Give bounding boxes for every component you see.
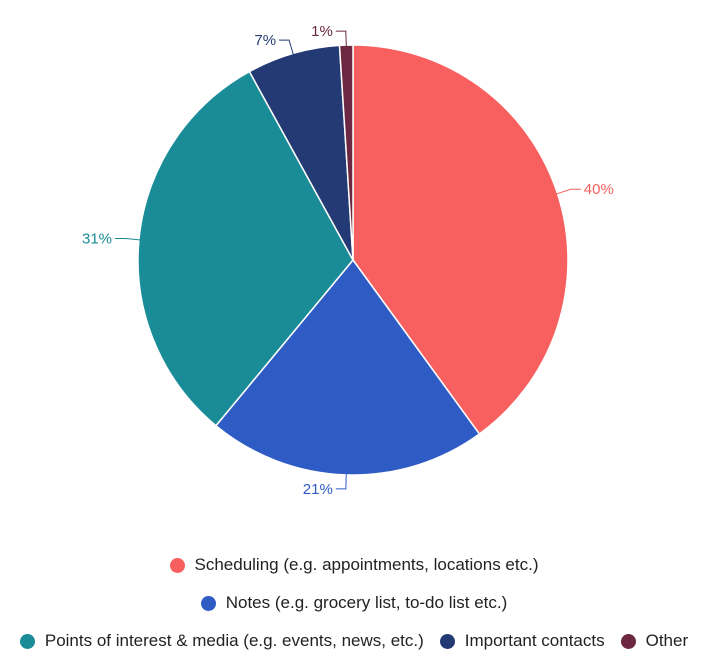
legend-swatch-other: [620, 633, 636, 649]
legend-item-points-of-interest: Points of interest & media (e.g. events,…: [19, 631, 424, 651]
legend-label-notes: Notes (e.g. grocery list, to-do list etc…: [225, 593, 508, 612]
legend-swatch-scheduling: [169, 557, 185, 573]
legend-swatch-notes: [200, 595, 216, 611]
legend-label-important-contacts: Important contacts: [464, 631, 605, 650]
legend-label-points-of-interest: Points of interest & media (e.g. events,…: [44, 631, 424, 650]
legend-item-notes: Notes (e.g. grocery list, to-do list etc…: [200, 593, 508, 613]
data-label-scheduling: 40%: [584, 181, 614, 198]
legend-label-scheduling: Scheduling (e.g. appointments, locations…: [194, 555, 539, 574]
legend-swatch-important-contacts: [439, 633, 455, 649]
data-label-important-contacts: 7%: [254, 32, 276, 49]
legend-swatch-points-of-interest: [19, 633, 35, 649]
legend-row-3: Points of interest & media (e.g. events,…: [0, 631, 708, 651]
data-label-other: 1%: [311, 23, 333, 40]
legend-row-2: Notes (e.g. grocery list, to-do list etc…: [0, 593, 708, 613]
legend-item-other: Other: [620, 631, 689, 651]
data-label-notes: 21%: [303, 481, 333, 498]
legend-label-other: Other: [645, 631, 689, 650]
pie-chart: 40% 21% 31% 7% 1%: [82, 23, 614, 498]
legend-item-important-contacts: Important contacts: [439, 631, 605, 651]
leader-line-important-contacts: [279, 39, 295, 56]
leader-line-scheduling: [555, 188, 581, 195]
legend-row-1: Scheduling (e.g. appointments, locations…: [0, 555, 708, 575]
leader-line-points-of-interest: [115, 237, 141, 241]
legend-item-scheduling: Scheduling (e.g. appointments, locations…: [169, 555, 539, 575]
data-label-points-of-interest: 31%: [82, 230, 112, 247]
leader-line-other: [335, 30, 347, 48]
leader-line-notes: [335, 472, 347, 490]
